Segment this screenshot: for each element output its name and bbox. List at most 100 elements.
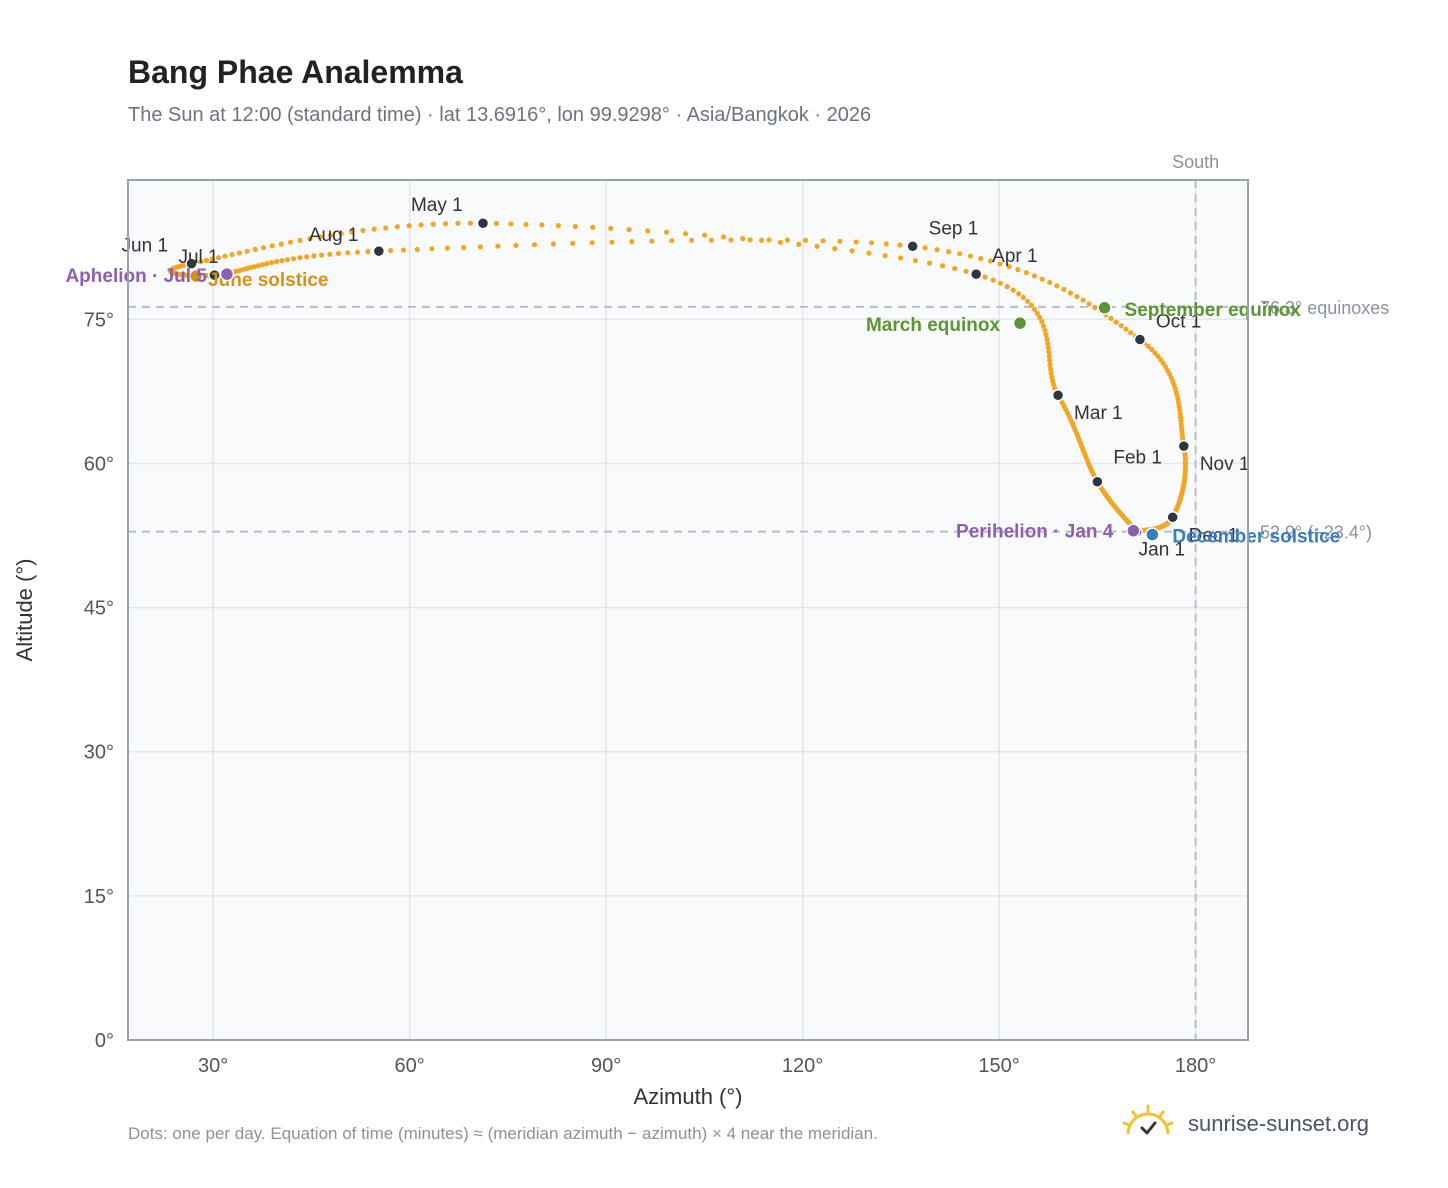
daily-sun-dot — [338, 230, 344, 237]
daily-sun-dot — [495, 243, 501, 249]
daily-sun-dot — [345, 250, 351, 256]
reference-label: 76.3° equinoxes — [1260, 298, 1389, 318]
daily-sun-dot — [708, 237, 714, 243]
special-point-marker — [188, 268, 204, 284]
daily-sun-dot — [1149, 346, 1155, 352]
month-label: Aug 1 — [309, 225, 359, 246]
daily-sun-dot — [209, 256, 215, 262]
daily-sun-dot — [198, 259, 204, 265]
daily-sun-dot — [215, 255, 222, 261]
daily-sun-dot — [1047, 362, 1053, 368]
daily-sun-dot — [589, 240, 595, 246]
month-label: Dec 1 — [1189, 525, 1239, 546]
daily-sun-dot — [1108, 315, 1114, 321]
daily-sun-dot — [572, 223, 578, 230]
daily-sun-dot — [766, 237, 772, 243]
daily-sun-dot — [383, 225, 389, 231]
month-label: Jun 1 — [122, 236, 168, 257]
daily-sun-dot — [1086, 301, 1092, 307]
brand[interactable]: sunrise-sunset.org — [1120, 1104, 1369, 1144]
reference-lines: South 76.3° equinoxes 52.9° (−23.4°) — [128, 152, 1389, 1040]
daily-sun-dot — [1042, 327, 1048, 333]
daily-sun-dot — [849, 248, 855, 254]
daily-sun-dot — [278, 241, 284, 247]
daily-sun-dot — [1045, 340, 1051, 346]
special-point-marker — [1126, 523, 1141, 538]
daily-sun-dot — [1045, 345, 1051, 351]
daily-sun-dot — [649, 238, 655, 244]
daily-sun-dot — [388, 248, 394, 254]
daily-sun-dot — [260, 245, 267, 251]
daily-sun-dot — [1023, 270, 1029, 276]
daily-sun-dot — [203, 257, 210, 263]
month-markers: Jan 1 Feb 1 Mar 1 Apr 1 May 1 Jun 1 Jul 1 Aug 1… — [122, 195, 1250, 560]
daily-sun-dot — [319, 252, 325, 258]
daily-sun-dot — [1061, 286, 1067, 292]
daily-sun-dot — [477, 244, 483, 250]
daily-sun-dot — [682, 231, 689, 237]
daily-sun-dot — [444, 245, 450, 251]
daily-sun-dot — [866, 250, 872, 256]
x-tick-label: 90° — [591, 1055, 621, 1077]
daily-sun-dot — [1006, 264, 1012, 270]
daily-sun-dot — [1039, 276, 1045, 282]
daily-sun-dot — [728, 237, 734, 243]
daily-sun-dot — [279, 258, 285, 264]
daily-sun-dot — [837, 238, 843, 244]
month-label: Apr 1 — [992, 246, 1037, 267]
daily-sun-dot — [1128, 330, 1134, 336]
daily-sun-dot — [1043, 332, 1049, 338]
sun-logo-icon — [1122, 1104, 1174, 1135]
daily-sun-dot — [1123, 326, 1129, 332]
daily-sun-dot — [493, 220, 500, 227]
daily-sun-dot — [1034, 310, 1040, 316]
daily-sun-dot — [663, 229, 670, 235]
daily-sun-dot — [1049, 374, 1055, 380]
daily-sun-dot — [747, 237, 753, 243]
daily-sun-dot — [1016, 291, 1022, 297]
month-marker — [1166, 511, 1179, 524]
x-tick-label: 30° — [198, 1055, 228, 1077]
special-points: March equinox September equinox June solst… — [65, 266, 1340, 547]
daily-sun-dot — [982, 274, 988, 280]
daily-sun-dot — [997, 261, 1003, 267]
special-point-marker — [1145, 527, 1160, 542]
daily-sun-dot — [702, 232, 708, 238]
daily-sun-dot — [853, 239, 859, 245]
daily-sun-dot — [1031, 306, 1038, 312]
month-label: Nov 1 — [1200, 454, 1250, 475]
daily-sun-dot — [814, 243, 820, 249]
daily-sun-dot — [406, 223, 412, 229]
daily-sun-dot — [284, 257, 291, 263]
special-point-marker — [219, 266, 235, 282]
daily-sun-dot — [609, 239, 615, 245]
south-label: South — [1172, 152, 1219, 172]
daily-sun-dot — [898, 255, 904, 261]
daily-sun-dot — [721, 234, 727, 240]
daily-sun-dot — [1046, 349, 1052, 355]
daily-sun-dot — [946, 249, 952, 255]
daily-sun-dot — [1080, 297, 1086, 303]
special-point-marker — [1097, 300, 1112, 316]
daily-sun-dot — [803, 237, 809, 243]
month-marker — [969, 267, 983, 281]
daily-sun-dot — [429, 246, 435, 252]
brand-name: sunrise-sunset.org — [1188, 1111, 1369, 1136]
daily-sun-dot — [626, 227, 632, 233]
daily-sun-dot — [260, 262, 266, 268]
daily-sun-dot — [1054, 283, 1060, 289]
daily-sun-dot — [555, 223, 561, 229]
daily-sun-dot — [1048, 370, 1054, 376]
chart-title: Bang Phae Analemma — [128, 54, 463, 90]
daily-sun-dot — [307, 236, 313, 242]
daily-sun-dot — [371, 226, 377, 232]
daily-sun-dot — [414, 246, 420, 253]
daily-sun-dot — [251, 264, 258, 270]
daily-sun-dot — [1145, 343, 1151, 349]
footnote: Dots: one per day. Equation of time (min… — [128, 1124, 878, 1143]
daily-sun-dot — [1044, 336, 1050, 342]
daily-sun-dot — [317, 234, 323, 240]
daily-sun-dot — [269, 260, 275, 266]
month-marker — [1133, 333, 1147, 346]
daily-sun-dot — [354, 249, 361, 255]
